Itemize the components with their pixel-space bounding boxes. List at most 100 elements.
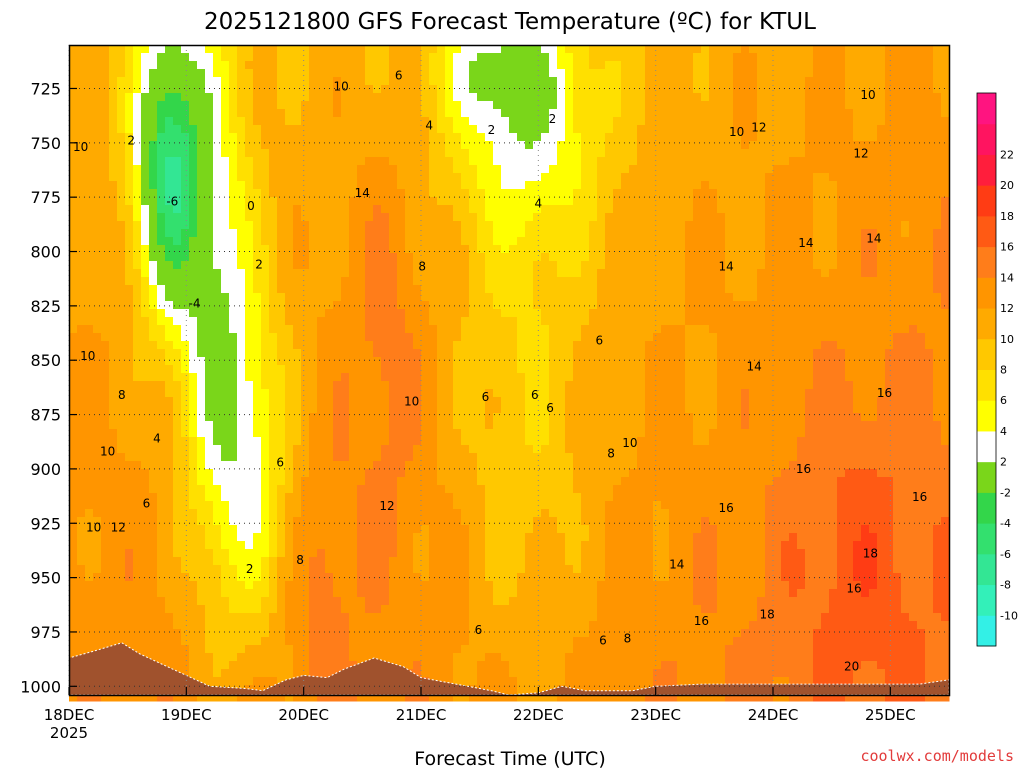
colorbar-swatch	[977, 277, 996, 309]
contour-label: 18	[759, 608, 774, 622]
contour-label: -6	[166, 195, 178, 209]
contour-label: 14	[866, 232, 881, 246]
contour-label: 10	[73, 140, 88, 154]
contour-label: 4	[153, 432, 161, 446]
contour-label: 8	[296, 553, 304, 567]
contour-label: 14	[747, 360, 762, 374]
colorbar-swatch	[977, 246, 996, 278]
contour-label: 8	[118, 388, 126, 402]
plot-frame	[68, 44, 951, 697]
x-tick-label: 18DEC	[44, 706, 95, 724]
contour-label: 16	[718, 501, 733, 515]
contour-label: 14	[355, 186, 370, 200]
contour-label: 10	[729, 125, 744, 139]
contour-label: 4	[425, 118, 433, 132]
terrain	[68, 642, 950, 696]
y-tick-label: 950	[30, 569, 61, 588]
contour-label: 20	[844, 660, 859, 674]
contour-label: 6	[595, 334, 603, 348]
contour-label: 6	[475, 623, 483, 637]
contour-label: 8	[624, 632, 632, 646]
contour-label: 16	[877, 386, 892, 400]
contour-label: 16	[846, 582, 861, 596]
colorbar-swatch	[977, 215, 996, 248]
colorbar: -10 -8 -6 -4 -2 2 4 6 8 10 12 14 16 18 20 22	[976, 92, 1018, 647]
colorbar-swatch	[977, 338, 996, 370]
colorbar-label: 10	[1000, 333, 1014, 346]
contour-label: 10	[860, 88, 875, 102]
contour-label: 10	[622, 436, 637, 450]
y-tick-label: 725	[30, 79, 61, 98]
y-tick-label: 850	[30, 351, 61, 370]
colorbar-frame	[976, 92, 997, 647]
colorbar-label: -4	[1000, 517, 1011, 530]
contour-label: 6	[276, 455, 284, 469]
contour-label: 12	[379, 499, 394, 513]
contour-label: 0	[247, 199, 255, 213]
contour-label: 2	[246, 562, 254, 576]
credit-link[interactable]: coolwx.com/models	[860, 747, 1014, 765]
colorbar-swatch	[977, 154, 996, 186]
colorbar-label: 20	[1000, 179, 1014, 192]
x-tick-label: 25DEC	[865, 706, 916, 724]
colorbar-swatch	[977, 492, 996, 524]
contour-label: 12	[111, 521, 126, 535]
contour-label: 14	[798, 236, 813, 250]
colorbar-swatch	[977, 400, 996, 432]
colorbar-swatch	[977, 523, 996, 555]
contour-labels: 10 2 -6 -4 0 2 10 6 4 14 8 2 2 4 10 8 4 10 6 10 12 6 2 8 10 12 6 6 6…	[73, 68, 927, 673]
colorbar-label: 2	[1000, 456, 1007, 469]
contour-label: 6	[482, 390, 490, 404]
colorbar-swatch	[977, 615, 996, 647]
contour-label: 2	[127, 134, 135, 148]
x-tick-label: 21DEC	[396, 706, 447, 724]
x-axis-year: 2025	[50, 724, 88, 742]
x-tick-label: 20DEC	[278, 706, 329, 724]
contour-label: 8	[418, 260, 426, 274]
contour-label: 2	[255, 258, 263, 272]
y-tick-label: 975	[30, 623, 61, 642]
contour-label: 16	[912, 490, 927, 504]
colorbar-label: 22	[1000, 148, 1014, 161]
colorbar-label: -2	[1000, 486, 1011, 499]
contour-label: 6	[599, 634, 607, 648]
x-tick-label: 22DEC	[513, 706, 564, 724]
contour-label: 2	[549, 112, 557, 126]
colorbar-label: 14	[1000, 271, 1014, 284]
colorbar-swatch	[977, 308, 996, 340]
colorbar-swatch	[977, 584, 996, 616]
y-tick-label: 775	[30, 188, 61, 207]
contour-label: 4	[534, 197, 542, 211]
colorbar-swatch	[977, 553, 996, 586]
contour-label: 14	[718, 260, 733, 274]
colorbar-swatch	[977, 461, 996, 493]
chart-title: 2025121800 GFS Forecast Temperature (ºC)…	[204, 9, 816, 35]
colorbar-swatch	[977, 369, 996, 401]
y-tick-label: 925	[30, 514, 61, 533]
contour-label: 10	[100, 445, 115, 459]
x-tick-label: 19DEC	[161, 706, 212, 724]
colorbar-label: -10	[1000, 609, 1018, 622]
contour-label: 10	[334, 79, 349, 93]
contour-label: 10	[80, 349, 95, 363]
contour-label: 6	[143, 497, 151, 511]
colorbar-label: -8	[1000, 579, 1011, 592]
x-tick-label: 24DEC	[748, 706, 799, 724]
colorbar-label: 12	[1000, 302, 1014, 315]
colorbar-swatch	[977, 93, 996, 125]
contour-label: -4	[189, 297, 201, 311]
y-tick-label: 825	[30, 297, 61, 316]
y-axis: 725 750 775 800 825 850 875 900 925 950 975 1000	[20, 79, 77, 696]
y-tick-label: 1000	[20, 677, 61, 696]
y-tick-label: 750	[30, 134, 61, 153]
colorbar-label: 16	[1000, 241, 1014, 254]
contour-label: 10	[404, 395, 419, 409]
colorbar-swatch	[977, 123, 996, 155]
colorbar-label: 4	[1000, 425, 1007, 438]
colorbar-label: 8	[1000, 364, 1007, 377]
contour-label: 2	[488, 123, 496, 137]
contour-label: 16	[796, 462, 811, 476]
y-tick-label: 900	[30, 460, 61, 479]
colorbar-label: 18	[1000, 210, 1014, 223]
